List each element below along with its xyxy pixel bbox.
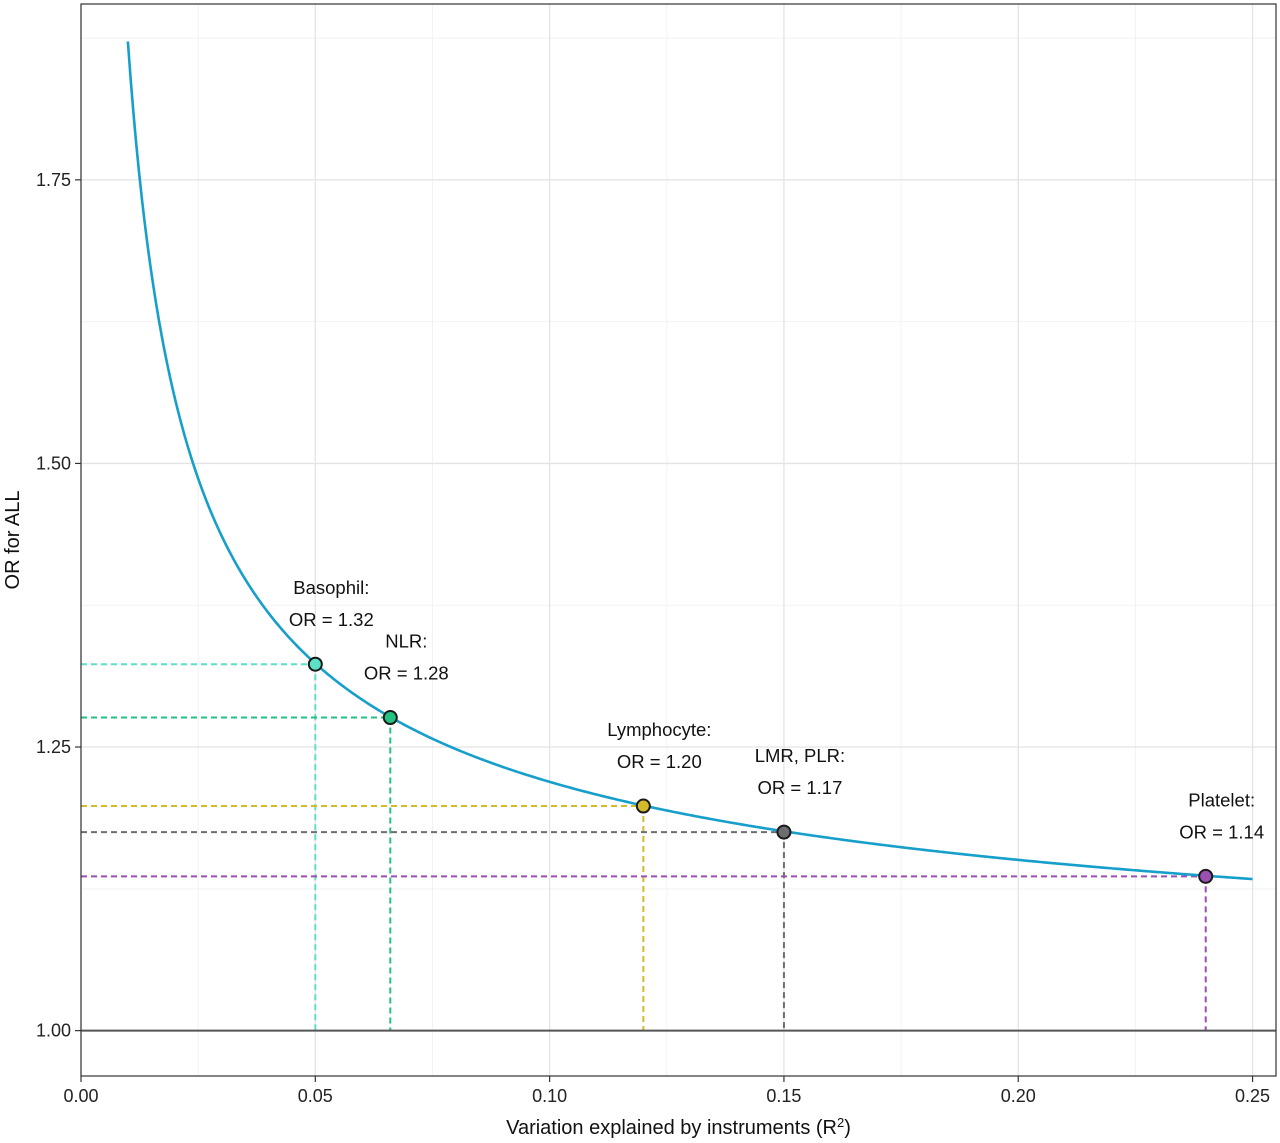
point-label: Basophil: [293, 577, 369, 598]
data-point [307, 656, 323, 672]
x-axis-title-main: Variation explained by instruments (R [506, 1117, 837, 1139]
point-annotations: Basophil: OR = 1.32 NLR: OR = 1.28 Lymphocyt… [289, 577, 1264, 842]
data-point [635, 798, 651, 814]
x-axis-ticks: 0.00 0.05 0.10 0.15 0.20 0.25 [63, 1076, 1270, 1106]
y-axis-title: OR for ALL [2, 491, 24, 590]
y-tick-label: 1.00 [36, 1021, 71, 1041]
point-value-label: OR = 1.28 [364, 663, 449, 684]
x-axis-title-superscript: 2 [837, 1115, 844, 1130]
x-tick-label: 0.10 [532, 1086, 567, 1106]
x-axis-title: Variation explained by instruments (R2) [506, 1115, 851, 1140]
point-value-label: OR = 1.20 [617, 751, 702, 772]
x-tick-label: 0.05 [298, 1086, 333, 1106]
point-label: NLR: [385, 631, 427, 652]
grid [80, 4, 1276, 1076]
y-axis-ticks: 1.00 1.25 1.50 1.75 [36, 170, 81, 1041]
point-label: Platelet: [1188, 789, 1255, 810]
x-tick-label: 0.25 [1235, 1086, 1270, 1106]
point-label: Lymphocyte: [607, 719, 711, 740]
y-tick-label: 1.25 [36, 737, 71, 757]
data-point [1198, 868, 1214, 884]
point-value-label: OR = 1.17 [758, 777, 843, 798]
x-tick-label: 0.00 [63, 1086, 98, 1106]
point-value-label: OR = 1.14 [1179, 821, 1264, 842]
y-tick-label: 1.75 [36, 170, 71, 190]
data-points [307, 656, 1214, 884]
y-tick-label: 1.50 [36, 453, 71, 473]
point-value-label: OR = 1.32 [289, 609, 374, 630]
guide-lines [81, 663, 1207, 1031]
x-axis-title-close: ) [844, 1117, 851, 1139]
point-label: LMR, PLR: [755, 745, 845, 766]
data-point [382, 710, 398, 726]
x-tick-label: 0.15 [766, 1086, 801, 1106]
x-tick-label: 0.20 [1001, 1086, 1036, 1106]
plot-frame [80, 3, 1277, 1077]
data-point [776, 824, 792, 840]
